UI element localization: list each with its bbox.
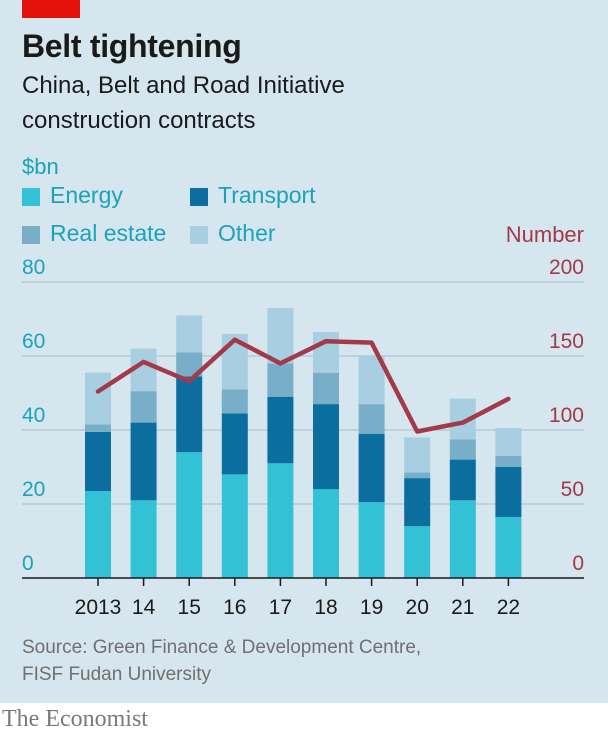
bar-real-estate-19 <box>358 404 385 434</box>
bar-transport-19 <box>358 433 385 503</box>
left-tick-label: 60 <box>22 330 45 353</box>
brand-red-tag <box>22 0 80 18</box>
legend-label-other: Other <box>218 220 276 246</box>
bar-transport-14 <box>130 422 157 501</box>
x-tick-label: 17 <box>269 596 292 619</box>
left-tick-label: 0 <box>22 552 34 575</box>
stacked-bar-line-chart: 0 20 40 60 80 0 50 100 150 200 2013 14 15 16 17 18 19 20 2… <box>22 256 584 619</box>
right-tick-label: 100 <box>549 404 584 427</box>
legend-swatch-transport <box>190 188 208 206</box>
x-tick-label: 15 <box>178 596 201 619</box>
x-tick-label: 16 <box>223 596 246 619</box>
bar-other-22 <box>495 428 522 456</box>
bar-transport-20 <box>404 478 431 527</box>
bar-energy-18 <box>313 489 339 578</box>
left-tick-label: 80 <box>22 256 45 279</box>
bar-other-18 <box>313 331 339 373</box>
bar-energy-17 <box>267 463 294 578</box>
bar-real-estate-14 <box>130 391 157 423</box>
source-note: Source: Green Finance & Development Cent… <box>22 637 422 685</box>
chart-subtitle-line-1: China, Belt and Road Initiative <box>22 72 345 99</box>
legend-swatch-real-estate <box>22 226 40 244</box>
x-tick-label: 19 <box>360 596 383 619</box>
bar-energy-19 <box>358 502 385 578</box>
bar-real-estate-21 <box>449 439 476 460</box>
bar-transport-22 <box>495 467 522 517</box>
right-axis-unit-label: Number <box>505 222 584 247</box>
chart-subtitle-line-2: construction contracts <box>22 107 256 134</box>
bar-energy-21 <box>449 500 476 578</box>
bar-real-estate-17 <box>267 363 294 397</box>
x-tick-label: 22 <box>497 596 520 619</box>
x-tick-label: 14 <box>132 596 156 619</box>
bar-other-15 <box>176 315 203 353</box>
right-tick-label: 200 <box>549 256 584 279</box>
bar-transport-17 <box>267 396 294 464</box>
brand-wordmark: The Economist <box>2 706 148 732</box>
x-tick-label: 2013 <box>75 596 122 619</box>
legend-swatch-other <box>190 226 208 244</box>
bar-energy-14 <box>130 500 157 578</box>
legend-label-transport: Transport <box>218 182 316 208</box>
bar-real-estate-22 <box>495 455 522 467</box>
left-tick-label: 40 <box>22 404 45 427</box>
bar-real-estate-18 <box>313 372 339 405</box>
bar-transport-15 <box>176 376 203 453</box>
right-tick-label: 150 <box>549 330 584 353</box>
left-axis-unit-label: $bn <box>22 154 59 179</box>
x-tick-label: 20 <box>406 596 429 619</box>
left-tick-label: 20 <box>22 478 45 501</box>
right-tick-label: 50 <box>561 478 584 501</box>
bar-other-17 <box>267 307 294 364</box>
bar-energy-15 <box>176 452 203 578</box>
right-tick-label: 0 <box>572 552 584 575</box>
bar-transport-2013 <box>85 431 111 492</box>
bar-other-20 <box>404 437 431 473</box>
line-series-number <box>95 337 511 434</box>
bar-transport-16 <box>221 413 248 475</box>
x-tick-label: 21 <box>451 596 474 619</box>
bar-energy-16 <box>221 474 248 578</box>
bar-real-estate-20 <box>404 472 431 479</box>
chart-title: Belt tightening <box>22 28 242 64</box>
bar-energy-20 <box>404 526 431 578</box>
legend-label-energy: Energy <box>50 182 123 208</box>
bar-real-estate-16 <box>221 389 248 414</box>
bar-transport-18 <box>313 404 339 490</box>
legend-swatch-energy <box>22 188 40 206</box>
bar-energy-2013 <box>85 491 111 578</box>
legend-label-real-estate: Real estate <box>50 220 167 246</box>
bar-real-estate-2013 <box>85 424 111 432</box>
bar-transport-21 <box>449 459 476 501</box>
x-tick-label: 18 <box>314 596 337 619</box>
bar-energy-22 <box>495 516 522 578</box>
bar-other-2013 <box>85 372 111 425</box>
